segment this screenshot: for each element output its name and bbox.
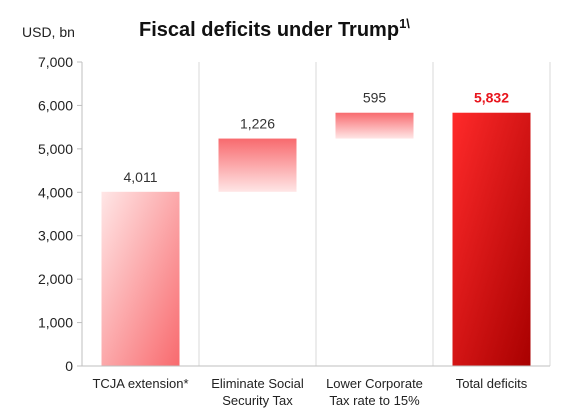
- bar-increase: [335, 112, 414, 139]
- x-category-label: Lower Corporate: [326, 376, 423, 391]
- bar-increase: [101, 191, 180, 366]
- x-category-label: Total deficits: [456, 376, 528, 391]
- chart-title: Fiscal deficits under Trump1\: [139, 16, 410, 41]
- y-tick-label: 3,000: [38, 228, 73, 244]
- labels: 0 1,000 2,000 3,000 4,000 5,000 6,000 7,000 4,01…: [38, 54, 528, 408]
- x-category-label: TCJA extension*: [92, 376, 188, 391]
- x-category-label: Tax rate to 15%: [329, 393, 420, 408]
- y-tick-label: 5,000: [38, 141, 73, 157]
- chart-title-main: Fiscal deficits under Trump: [139, 19, 399, 41]
- data-label: 595: [363, 90, 387, 106]
- x-category-label: Eliminate Social: [211, 376, 304, 391]
- axes: [77, 61, 550, 367]
- data-label: 4,011: [124, 169, 158, 185]
- y-tick-label: 0: [65, 358, 73, 374]
- grid-lines: [198, 62, 551, 366]
- bars: [101, 112, 531, 366]
- y-tick-label: 1,000: [38, 315, 73, 331]
- y-tick-label: 6,000: [38, 97, 73, 113]
- y-tick-label: 2,000: [38, 271, 73, 287]
- y-tick-label: 7,000: [38, 54, 73, 70]
- chart-title-superscript: 1\: [399, 16, 410, 31]
- data-label: 5,832: [474, 90, 509, 106]
- bar-total: [452, 112, 531, 366]
- data-label: 1,226: [240, 116, 275, 132]
- bar-increase: [218, 138, 297, 192]
- y-tick-label: 4,000: [38, 184, 73, 200]
- unit-label: USD, bn: [22, 24, 75, 40]
- x-category-label: Security Tax: [222, 393, 293, 408]
